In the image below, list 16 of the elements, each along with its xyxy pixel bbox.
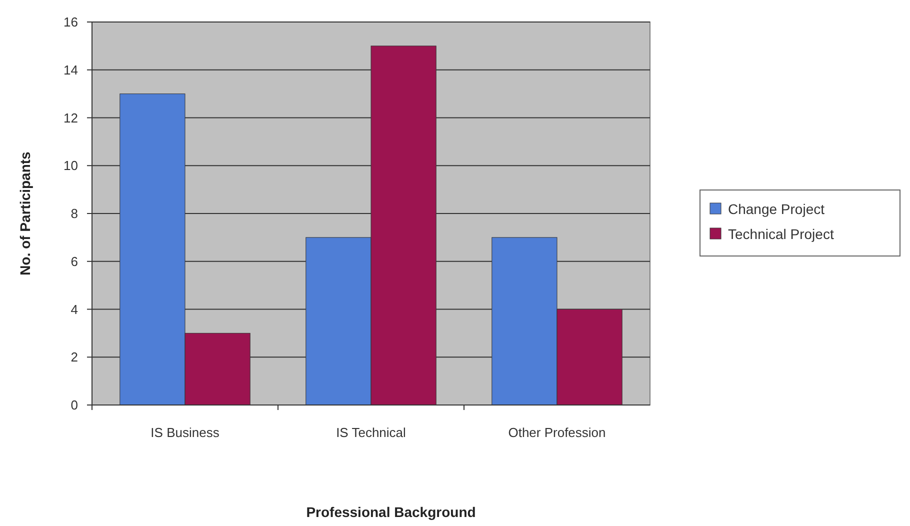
y-tick-label: 16 bbox=[64, 14, 78, 30]
y-axis-title: No. of Participants bbox=[17, 151, 33, 276]
legend-label: Technical Project bbox=[728, 226, 834, 242]
y-tick-label: 0 bbox=[70, 398, 78, 413]
y-tick-label: 10 bbox=[64, 158, 78, 174]
x-tick-label: IS Business bbox=[150, 425, 220, 440]
x-tick-label: Other Profession bbox=[508, 425, 606, 440]
x-tick-label: IS Technical bbox=[336, 425, 406, 440]
y-tick-label: 6 bbox=[70, 254, 78, 269]
x-axis-title: Professional Background bbox=[306, 504, 476, 520]
y-tick-label: 12 bbox=[64, 110, 78, 126]
y-tick-label: 8 bbox=[70, 206, 78, 222]
legend-label: Change Project bbox=[728, 200, 825, 217]
y-tick-label: 14 bbox=[64, 62, 78, 78]
y-tick-label: 2 bbox=[70, 350, 78, 365]
y-tick-label: 4 bbox=[70, 302, 78, 317]
